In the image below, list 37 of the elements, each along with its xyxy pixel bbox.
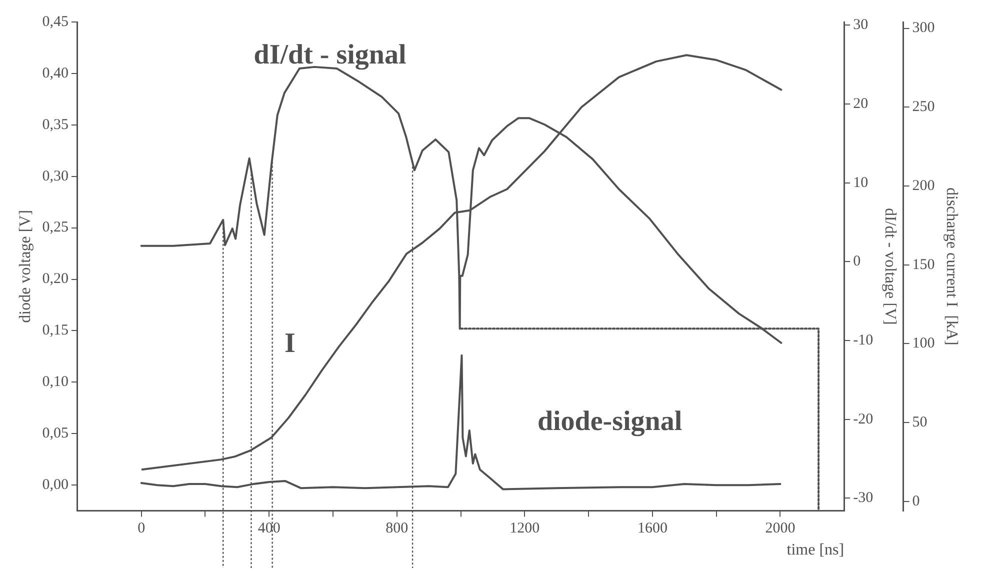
series-label: dI/dt - signal (254, 39, 406, 70)
y3-tick-label: 150 (912, 256, 935, 273)
y-tick-label: 0,20 (42, 271, 68, 288)
y3-tick-label: 0 (912, 493, 920, 510)
y3-tick-label: 50 (912, 414, 928, 430)
y-tick-label: 0,00 (42, 477, 68, 494)
y3-axis-title: discharge current I [kA] (943, 187, 960, 346)
y2-tick-label: -30 (853, 490, 874, 506)
y-tick-label: 0,40 (42, 65, 68, 82)
x-tick-label: 1200 (510, 520, 540, 537)
x-tick-label: 1600 (637, 520, 668, 537)
y2-tick-label: -10 (853, 332, 874, 348)
y-tick-label: 0,30 (42, 168, 68, 184)
series-label: I (284, 328, 296, 359)
y2-tick-label: -20 (853, 411, 874, 428)
x-tick-label: 0 (138, 520, 146, 537)
y2-tick-label: 20 (853, 96, 868, 112)
y-tick-label: 0,15 (42, 322, 68, 339)
y2-tick-label: 0 (853, 254, 861, 270)
y-tick-label: 0,35 (42, 116, 68, 133)
y2-tick-label: 10 (853, 174, 868, 191)
y-tick-label: 0,05 (42, 426, 68, 442)
y-tick-label: 0,10 (42, 374, 68, 390)
y3-tick-label: 100 (912, 336, 935, 352)
y2-tick-label: 30 (853, 17, 868, 34)
y2-axis-title: dI/dt - voltage [V] (881, 208, 898, 325)
y3-tick-label: 300 (912, 20, 935, 36)
y-axis-title: diode voltage [V] (16, 210, 34, 323)
y3-tick-label: 200 (912, 178, 935, 194)
x-tick-label: 400 (258, 520, 280, 537)
y3-tick-label: 250 (912, 99, 935, 116)
x-axis-title: time [ns] (786, 542, 844, 559)
y-tick-label: 0,45 (42, 14, 68, 30)
x-tick-label: 2000 (765, 520, 796, 537)
y-tick-label: 0,25 (42, 220, 68, 236)
x-tick-label: 800 (386, 520, 408, 537)
series-label: diode-signal (537, 406, 682, 438)
